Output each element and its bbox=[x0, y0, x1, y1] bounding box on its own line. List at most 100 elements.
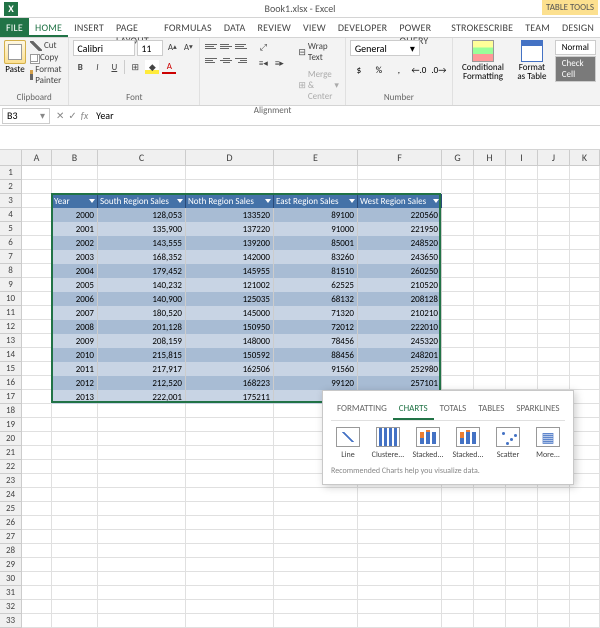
table-cell-r7-c1[interactable]: 180,520 bbox=[98, 306, 186, 320]
cell-F28[interactable] bbox=[358, 544, 442, 558]
cell-G13[interactable] bbox=[442, 334, 474, 348]
cell-I10[interactable] bbox=[506, 292, 538, 306]
table-cell-r10-c3[interactable]: 88456 bbox=[274, 348, 358, 362]
style-check-cell[interactable]: Check Cell bbox=[555, 56, 596, 82]
table-cell-r6-c2[interactable]: 125035 bbox=[186, 292, 274, 306]
table-cell-r8-c4[interactable]: 222010 bbox=[358, 320, 442, 334]
cell-G24[interactable] bbox=[442, 488, 474, 502]
filter-dropdown-icon[interactable] bbox=[89, 199, 95, 203]
table-cell-r8-c0[interactable]: 2008 bbox=[52, 320, 98, 334]
cell-D21[interactable] bbox=[186, 446, 274, 460]
cell-A27[interactable] bbox=[22, 530, 52, 544]
cell-A15[interactable] bbox=[22, 362, 52, 376]
cell-A30[interactable] bbox=[22, 572, 52, 586]
cell-I33[interactable] bbox=[506, 614, 538, 628]
table-cell-r7-c3[interactable]: 71320 bbox=[274, 306, 358, 320]
filter-dropdown-icon[interactable] bbox=[177, 199, 183, 203]
table-cell-r10-c4[interactable]: 248201 bbox=[358, 348, 442, 362]
row-header-25[interactable]: 25 bbox=[0, 502, 22, 516]
cell-G7[interactable] bbox=[442, 250, 474, 264]
cell-D33[interactable] bbox=[186, 614, 274, 628]
cell-A5[interactable] bbox=[22, 222, 52, 236]
cell-A2[interactable] bbox=[22, 180, 52, 194]
cell-H9[interactable] bbox=[474, 278, 506, 292]
cell-K22[interactable] bbox=[570, 460, 600, 474]
cell-H6[interactable] bbox=[474, 236, 506, 250]
cell-K15[interactable] bbox=[570, 362, 600, 376]
cell-C19[interactable] bbox=[98, 418, 186, 432]
table-cell-r6-c0[interactable]: 2006 bbox=[52, 292, 98, 306]
qa-tab-charts[interactable]: CHARTS bbox=[393, 399, 434, 420]
chart-scatter[interactable]: Scatter bbox=[491, 427, 525, 460]
cell-F26[interactable] bbox=[358, 516, 442, 530]
cell-J26[interactable] bbox=[538, 516, 570, 530]
cell-C29[interactable] bbox=[98, 558, 186, 572]
cell-G10[interactable] bbox=[442, 292, 474, 306]
tab-design[interactable]: DESIGN bbox=[556, 18, 600, 37]
cell-C31[interactable] bbox=[98, 586, 186, 600]
cell-E26[interactable] bbox=[274, 516, 358, 530]
table-cell-r10-c1[interactable]: 215,815 bbox=[98, 348, 186, 362]
align-bottom-button[interactable] bbox=[234, 40, 248, 52]
table-cell-r2-c1[interactable]: 143,555 bbox=[98, 236, 186, 250]
tab-developer[interactable]: DEVELOPER bbox=[332, 18, 393, 37]
cell-I8[interactable] bbox=[506, 264, 538, 278]
tab-insert[interactable]: INSERT bbox=[68, 18, 110, 37]
cell-K24[interactable] bbox=[570, 488, 600, 502]
cell-G1[interactable] bbox=[442, 166, 474, 180]
cell-A9[interactable] bbox=[22, 278, 52, 292]
cell-G32[interactable] bbox=[442, 600, 474, 614]
cell-K30[interactable] bbox=[570, 572, 600, 586]
cell-G29[interactable] bbox=[442, 558, 474, 572]
cell-F2[interactable] bbox=[358, 180, 442, 194]
cell-G26[interactable] bbox=[442, 516, 474, 530]
cell-G28[interactable] bbox=[442, 544, 474, 558]
paste-button[interactable]: Paste bbox=[4, 40, 26, 75]
cell-F31[interactable] bbox=[358, 586, 442, 600]
cell-B20[interactable] bbox=[52, 432, 98, 446]
cell-H14[interactable] bbox=[474, 348, 506, 362]
table-header-3[interactable]: East Region Sales bbox=[274, 194, 358, 208]
cell-J2[interactable] bbox=[538, 180, 570, 194]
tab-strokescribe[interactable]: StrokeScribe bbox=[445, 18, 519, 37]
table-cell-r6-c1[interactable]: 140,900 bbox=[98, 292, 186, 306]
cell-D25[interactable] bbox=[186, 502, 274, 516]
fill-color-button[interactable]: ◆ bbox=[145, 60, 159, 74]
cell-F25[interactable] bbox=[358, 502, 442, 516]
cell-K20[interactable] bbox=[570, 432, 600, 446]
row-header-16[interactable]: 16 bbox=[0, 376, 22, 390]
cell-K17[interactable] bbox=[570, 390, 600, 404]
merge-center-button[interactable]: ⊞ Merge & Center ▾ bbox=[296, 68, 341, 103]
cell-I13[interactable] bbox=[506, 334, 538, 348]
table-cell-r13-c2[interactable]: 175211 bbox=[186, 390, 274, 404]
cell-G31[interactable] bbox=[442, 586, 474, 600]
table-cell-r1-c1[interactable]: 135,900 bbox=[98, 222, 186, 236]
cell-G27[interactable] bbox=[442, 530, 474, 544]
tab-file[interactable]: FILE bbox=[0, 18, 29, 37]
row-header-26[interactable]: 26 bbox=[0, 516, 22, 530]
table-header-1[interactable]: South Region Sales bbox=[98, 194, 186, 208]
cell-J15[interactable] bbox=[538, 362, 570, 376]
cell-G4[interactable] bbox=[442, 208, 474, 222]
tab-review[interactable]: REVIEW bbox=[252, 18, 298, 37]
cell-D22[interactable] bbox=[186, 460, 274, 474]
cell-I4[interactable] bbox=[506, 208, 538, 222]
cell-E24[interactable] bbox=[274, 488, 358, 502]
cell-A10[interactable] bbox=[22, 292, 52, 306]
cell-G15[interactable] bbox=[442, 362, 474, 376]
table-cell-r8-c3[interactable]: 72012 bbox=[274, 320, 358, 334]
cell-K26[interactable] bbox=[570, 516, 600, 530]
table-cell-r7-c2[interactable]: 145000 bbox=[186, 306, 274, 320]
cell-J10[interactable] bbox=[538, 292, 570, 306]
cell-I5[interactable] bbox=[506, 222, 538, 236]
cell-K11[interactable] bbox=[570, 306, 600, 320]
cell-A18[interactable] bbox=[22, 404, 52, 418]
cell-K19[interactable] bbox=[570, 418, 600, 432]
indent-inc-button[interactable]: ≡▸ bbox=[272, 56, 286, 70]
cell-I2[interactable] bbox=[506, 180, 538, 194]
cell-K16[interactable] bbox=[570, 376, 600, 390]
col-header-F[interactable]: F bbox=[358, 150, 442, 166]
row-header-33[interactable]: 33 bbox=[0, 614, 22, 628]
table-header-0[interactable]: Year bbox=[52, 194, 98, 208]
table-cell-r11-c2[interactable]: 162506 bbox=[186, 362, 274, 376]
